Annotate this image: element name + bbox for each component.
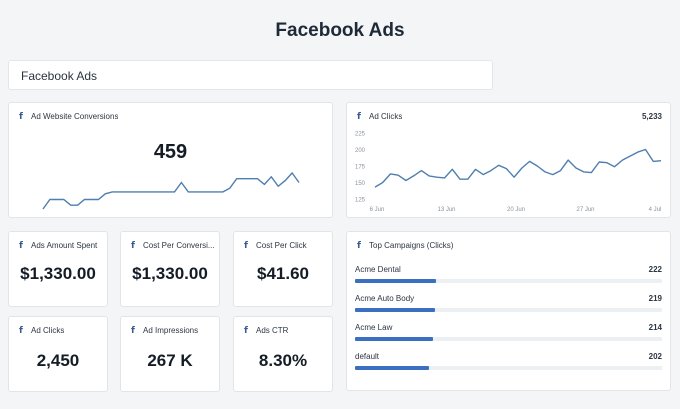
clicks-line-chart: 125 150 175 200 225 6 Jun 13 Jun 20 Jun 27 Jun 4 … (355, 132, 662, 214)
conversions-sparkline (42, 171, 300, 210)
campaign-name: Acme Auto Body (355, 294, 415, 303)
facebook-icon: f (357, 112, 361, 122)
campaign-name: default (355, 352, 380, 361)
card-title: Ads Amount Spent (31, 241, 98, 250)
x-tick-label: 4 Jul (649, 207, 662, 213)
facebook-icon: f (19, 241, 23, 251)
card-title: Cost Per Conversi... (143, 241, 215, 250)
x-tick-label: 27 Jun (576, 207, 594, 213)
campaign-bar-track (355, 337, 662, 341)
campaign-row[interactable]: default 202 (355, 352, 662, 374)
facebook-icon: f (19, 326, 23, 336)
card-title: Ad Clicks (31, 326, 65, 335)
y-tick-label: 150 (355, 181, 366, 187)
campaign-row[interactable]: Acme Law 214 (355, 323, 662, 345)
conversions-value: 459 (153, 141, 188, 163)
amount-spent-card[interactable]: f Ads Amount Spent $1,330.00 (8, 231, 108, 307)
campaign-name: Acme Law (355, 323, 393, 332)
ad-clicks-value: 2,450 (36, 351, 80, 370)
impressions-card[interactable]: f Ad Impressions 267 K (120, 316, 220, 392)
section-label: Facebook Ads (21, 69, 98, 83)
cost-per-click-value: $41.60 (257, 264, 309, 283)
y-tick-label: 175 (355, 165, 366, 171)
cost-per-click-card[interactable]: f Cost Per Click $41.60 (233, 231, 333, 307)
cost-per-conversion-value: $1,330.00 (132, 264, 208, 283)
amount-spent-value: $1,330.00 (20, 264, 96, 283)
campaign-bar-track (355, 279, 662, 283)
campaign-value: 222 (648, 265, 662, 274)
facebook-icon: f (244, 241, 248, 251)
card-title: Ad Website Conversions (31, 112, 119, 121)
impressions-value: 267 K (147, 351, 193, 370)
ad-clicks-card[interactable]: f Ad Clicks 2,450 (8, 316, 108, 392)
card-title: Ad Impressions (143, 326, 199, 335)
y-tick-label: 125 (355, 198, 366, 204)
card-title: Ads CTR (256, 326, 289, 335)
section-header: Facebook Ads (8, 60, 493, 90)
campaign-name: Acme Dental (355, 265, 401, 274)
campaign-bar (355, 366, 430, 370)
clicks-total: 5,233 (641, 112, 662, 121)
conversions-series-line (42, 171, 300, 210)
facebook-icon: f (244, 326, 248, 336)
page-title: Facebook Ads (275, 20, 405, 41)
cost-per-conversion-card[interactable]: f Cost Per Conversi... $1,330.00 (120, 231, 220, 307)
x-tick-label: 13 Jun (437, 207, 455, 213)
top-campaigns-card[interactable]: f Top Campaigns (Clicks) Acme Dental 222 A… (346, 231, 671, 391)
y-tick-label: 225 (355, 132, 366, 138)
campaign-bar-track (355, 308, 662, 312)
x-tick-label: 6 Jun (370, 207, 385, 213)
clicks-chart-card[interactable]: f Ad Clicks 5,233 125 150 175 200 225 6 Jun 13… (346, 102, 671, 218)
campaign-bar (355, 279, 437, 283)
ctr-card[interactable]: f Ads CTR 8.30% (233, 316, 333, 392)
x-tick-label: 20 Jun (507, 207, 525, 213)
facebook-icon: f (357, 241, 361, 251)
campaign-value: 214 (648, 323, 662, 332)
campaign-bar (355, 308, 436, 312)
campaign-bar (355, 337, 434, 341)
conversions-card[interactable]: f Ad Website Conversions 459 (8, 102, 333, 218)
facebook-icon: f (19, 112, 23, 122)
card-title: Ad Clicks (369, 112, 403, 121)
card-title: Cost Per Click (256, 241, 307, 250)
y-tick-label: 200 (355, 148, 366, 154)
facebook-icon: f (131, 241, 135, 251)
campaign-bar-track (355, 366, 662, 370)
campaign-row[interactable]: Acme Dental 222 (355, 265, 662, 287)
campaign-value: 219 (648, 294, 662, 303)
ctr-value: 8.30% (258, 351, 308, 370)
facebook-icon: f (131, 326, 135, 336)
clicks-series-line (374, 148, 662, 188)
card-title: Top Campaigns (Clicks) (369, 241, 454, 250)
campaign-row[interactable]: Acme Auto Body 219 (355, 294, 662, 316)
campaign-value: 202 (648, 352, 662, 361)
